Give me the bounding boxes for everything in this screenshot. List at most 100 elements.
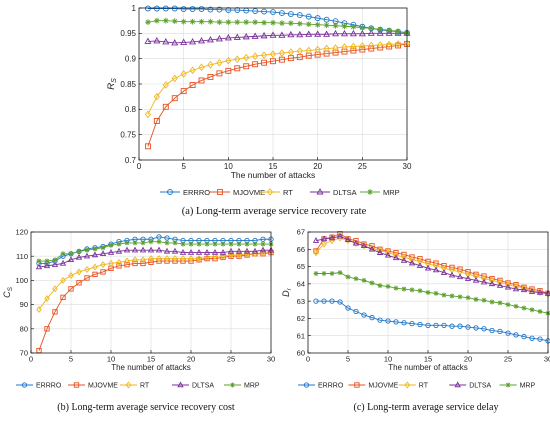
legend-swatch-marker — [404, 381, 411, 389]
legend-label: DLTSA — [469, 383, 491, 390]
data-point-errro — [529, 335, 535, 341]
data-point-rt — [425, 260, 431, 268]
data-point-mjovme — [84, 275, 90, 281]
data-point-errro — [417, 321, 423, 328]
series-line-errro — [316, 300, 549, 342]
data-point-mrp — [228, 241, 234, 247]
data-point-rt — [269, 50, 277, 58]
data-point-mrp — [337, 270, 343, 276]
data-point-rt — [216, 58, 223, 67]
data-point-mrp — [296, 20, 303, 27]
chart-caption: (c) Long-term average service delay — [354, 402, 499, 413]
data-point-mrp — [225, 19, 232, 26]
chart-caption: (a) Long-term average service recovery r… — [182, 206, 367, 217]
legend-swatch-marker — [454, 381, 461, 388]
data-point-rt — [332, 44, 339, 52]
data-point-dltsa — [392, 254, 400, 261]
data-point-dltsa — [528, 288, 536, 294]
x-tick-label: 0 — [306, 355, 310, 364]
data-point-rt — [76, 268, 82, 276]
legend: ERRRO MJOVME RT DLTSA MRP — [160, 188, 400, 197]
data-point-errro — [505, 330, 511, 336]
data-point-dltsa — [139, 246, 147, 253]
data-point-mrp — [350, 23, 357, 30]
y-tick-label: 0.9 — [125, 54, 137, 63]
data-point-errro — [156, 234, 162, 240]
data-point-mjovme — [359, 46, 366, 53]
data-point-dltsa — [296, 30, 304, 38]
legend-label: MRP — [244, 383, 260, 390]
legend-item-mrp: MRP — [224, 382, 260, 390]
legend-item-mrp: MRP — [360, 188, 400, 197]
data-point-dltsa — [67, 256, 75, 263]
chart-recovery-cost: 0 5 10 15 20 25 30 70 80 90 100 110 120 The number of… — [2, 228, 275, 413]
data-point-dltsa — [75, 253, 83, 260]
data-point-rt — [417, 257, 423, 265]
legend-label: MRP — [383, 188, 400, 197]
data-point-rt — [350, 42, 357, 51]
data-point-mrp — [345, 274, 351, 280]
data-point-rt — [189, 66, 196, 75]
data-point-mrp — [76, 248, 82, 254]
data-point-dltsa — [305, 30, 313, 37]
data-point-dltsa — [203, 248, 211, 255]
data-point-rt — [180, 255, 186, 263]
data-point-errro — [313, 298, 319, 304]
data-point-errro — [369, 314, 375, 321]
data-point-rt — [36, 305, 42, 313]
data-point-errro — [481, 326, 487, 332]
data-point-mrp — [171, 18, 178, 25]
data-point-errro — [337, 299, 343, 305]
legend-item-errro: ERRRO — [16, 382, 62, 390]
data-point-mjovme — [270, 58, 276, 65]
x-tick-label: 30 — [267, 355, 275, 364]
x-tick-label: 15 — [147, 355, 155, 364]
data-point-dltsa — [198, 36, 206, 44]
data-point-mrp — [260, 241, 266, 247]
y-tick-label: 70 — [20, 349, 28, 358]
data-point-mjovme — [153, 118, 160, 124]
series-dltsa — [312, 232, 550, 296]
data-point-mjovme — [76, 280, 82, 286]
data-point-mrp — [243, 19, 250, 26]
data-point-rt — [204, 253, 210, 261]
data-point-mrp — [189, 18, 196, 25]
legend-label: ERRRO — [183, 188, 210, 197]
data-point-mjovme — [350, 47, 357, 54]
y-axis-label: Dr — [281, 287, 293, 297]
data-point-rt — [100, 261, 106, 269]
data-point-mrp — [473, 296, 479, 302]
data-point-rt — [465, 270, 471, 278]
data-point-dltsa — [227, 247, 235, 254]
data-point-mrp — [361, 277, 367, 283]
data-point-rt — [234, 55, 241, 64]
data-point-dltsa — [171, 247, 179, 254]
data-point-mrp — [305, 21, 312, 28]
x-tick-label: 5 — [69, 355, 73, 364]
data-point-rt — [341, 43, 348, 51]
data-point-errro — [162, 5, 169, 12]
x-axis-label: The number of attacks — [231, 170, 316, 180]
data-point-dltsa — [99, 250, 107, 256]
x-tick-label: 0 — [29, 355, 33, 364]
data-point-mrp — [132, 240, 138, 246]
data-point-errro — [314, 15, 321, 22]
data-point-errro — [171, 5, 178, 12]
data-point-rt — [44, 295, 50, 303]
series-line-errro — [147, 8, 408, 34]
data-point-mrp — [393, 285, 399, 291]
data-point-dltsa — [259, 246, 267, 253]
series-errro — [144, 5, 410, 36]
y-tick-label: 90 — [20, 300, 28, 309]
data-point-rt — [198, 63, 205, 72]
data-point-rt — [359, 42, 366, 50]
x-tick-label: 10 — [384, 355, 392, 364]
legend-label: ERRRO — [318, 383, 344, 390]
data-point-rt — [92, 263, 98, 271]
data-point-rt — [220, 252, 226, 260]
legend-item-dltsa: DLTSA — [172, 381, 214, 390]
data-point-dltsa — [131, 246, 139, 253]
data-point-dltsa — [349, 29, 357, 37]
data-point-dltsa — [376, 249, 384, 255]
